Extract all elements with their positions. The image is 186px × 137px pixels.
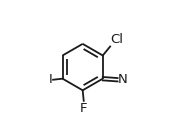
- Text: I: I: [49, 73, 52, 86]
- Text: Cl: Cl: [111, 33, 124, 46]
- Text: F: F: [80, 102, 87, 115]
- Text: N: N: [118, 73, 128, 86]
